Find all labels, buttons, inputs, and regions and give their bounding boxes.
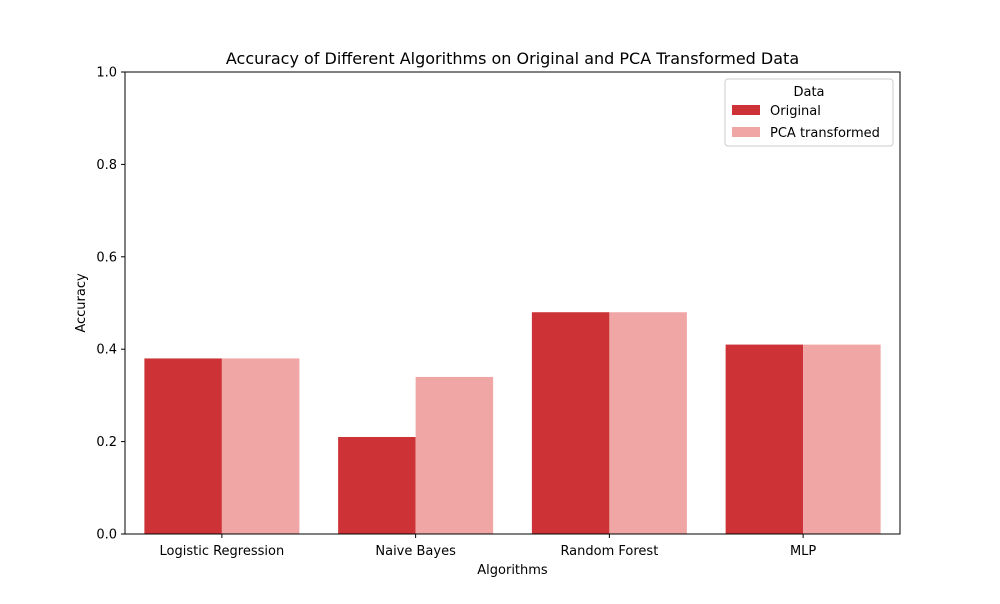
x-tick-label-random-forest: Random Forest: [560, 544, 658, 559]
y-axis-ticks: 0.0 0.2 0.4 0.6 0.8 1.0: [96, 66, 125, 543]
y-tick-label: 1.0: [96, 66, 117, 81]
legend-swatch-pca-transformed: [732, 127, 760, 137]
y-tick-label: 0.0: [96, 528, 117, 543]
legend-frame: [724, 78, 894, 147]
legend-label-pca-transformed: PCA transformed: [770, 126, 880, 141]
plot-frame: [124, 71, 901, 535]
y-tick-label: 0.6: [96, 250, 117, 265]
legend-title: Data: [793, 85, 824, 100]
x-tick-label-logistic-regression: Logistic Regression: [160, 544, 285, 559]
bar-original-random-forest: [531, 312, 610, 534]
bar-pca-transformed-logistic-regression: [221, 358, 300, 534]
x-axis-ticks: Logistic Regression Naive Bayes Random For…: [160, 534, 816, 559]
x-tick-label-naive-bayes: Naive Bayes: [375, 544, 456, 559]
bar-original-logistic-regression: [144, 358, 222, 534]
y-tick-label: 0.2: [96, 435, 117, 450]
bars: [144, 312, 881, 534]
chart-title: Accuracy of Different Algorithms on Orig…: [226, 49, 799, 68]
bar-pca-transformed-random-forest: [609, 312, 687, 534]
legend-swatch-original: [732, 105, 760, 115]
bar-pca-transformed-mlp: [803, 344, 881, 534]
y-axis-label: Accuracy: [74, 273, 89, 333]
bar-original-naive-bayes: [338, 436, 416, 534]
x-axis-label: Algorithms: [477, 563, 548, 578]
y-tick-label: 0.8: [96, 158, 117, 173]
y-tick-label: 0.4: [96, 343, 117, 358]
bar-original-mlp: [725, 344, 804, 534]
x-tick-label-mlp: MLP: [790, 544, 816, 559]
bar-pca-transformed-naive-bayes: [415, 376, 494, 534]
legend-label-original: Original: [770, 104, 821, 119]
legend: Data Original PCA transformed: [724, 78, 894, 147]
